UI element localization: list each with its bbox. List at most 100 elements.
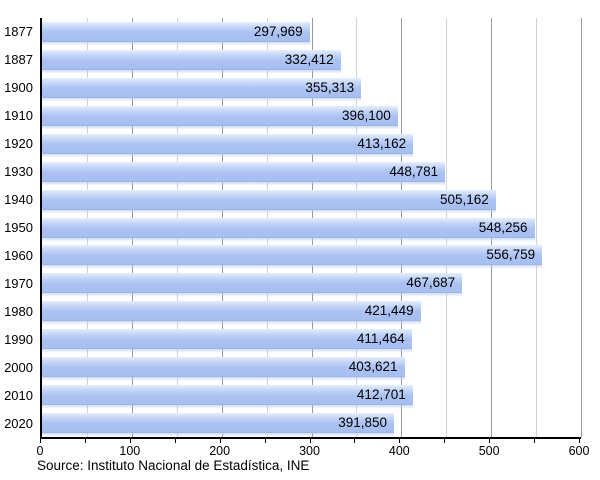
x-tick [444, 439, 446, 443]
bar: 467,687 [42, 273, 463, 294]
bar-value-label: 403,621 [348, 359, 398, 375]
bar-row: 411,464 [42, 325, 581, 354]
gridline [581, 18, 582, 437]
bar-value-label: 413,162 [357, 135, 407, 151]
bar-reflection [42, 237, 535, 242]
bar-reflection [42, 405, 413, 410]
year-label: 1930 [4, 164, 33, 180]
year-label: 1970 [4, 275, 33, 291]
bar: 556,759 [42, 245, 543, 266]
bar-reflection [42, 125, 398, 130]
bar: 391,850 [42, 413, 394, 434]
year-label: 2020 [4, 415, 33, 431]
bar: 413,162 [42, 133, 414, 154]
bar: 505,162 [42, 189, 496, 210]
bar-row: 421,449 [42, 297, 581, 326]
bar-row: 548,256 [42, 214, 581, 242]
year-label: 1887 [4, 52, 33, 68]
x-tick [174, 439, 176, 443]
x-tick [219, 439, 221, 443]
year-label: 1920 [4, 136, 33, 152]
bar-reflection [42, 265, 543, 270]
bar: 297,969 [42, 22, 310, 42]
bar-row: 556,759 [42, 241, 581, 270]
x-axis: 0 100 200 300 400 500 600 [36, 439, 589, 461]
year-label: 1900 [4, 80, 33, 96]
bar-reflection [42, 153, 414, 158]
source-caption: Source: Instituto Nacional de Estadístic… [37, 458, 310, 473]
x-tick-label: 500 [478, 444, 500, 458]
bar-reflection [42, 349, 412, 354]
bar-value-label: 505,162 [439, 191, 489, 207]
bar: 448,781 [42, 161, 446, 182]
bar-value-label: 355,313 [305, 79, 355, 95]
year-label: 1980 [4, 303, 33, 319]
bar: 548,256 [42, 217, 535, 238]
bar-reflection [42, 69, 341, 74]
bar-row: 355,313 [42, 74, 581, 102]
x-tick [129, 439, 131, 443]
x-tick [84, 439, 86, 443]
bar-row: 391,850 [42, 409, 581, 438]
bar-value-label: 332,412 [284, 51, 334, 67]
plot-area: 297,969 332,412 355,313 396,100 413,162 448,7… [40, 18, 582, 439]
bar-reflection [42, 181, 446, 186]
bar: 403,621 [42, 357, 405, 378]
bar-value-label: 448,781 [389, 163, 439, 179]
bar-row: 413,162 [42, 130, 581, 158]
year-label: 2000 [4, 359, 33, 375]
year-label: 1960 [4, 247, 33, 263]
bar: 421,449 [42, 301, 421, 322]
bar-value-label: 411,464 [356, 331, 405, 347]
year-label: 1877 [4, 24, 33, 40]
x-tick [354, 439, 356, 443]
bar-row: 332,412 [42, 46, 581, 74]
bar-row: 403,621 [42, 353, 581, 382]
bar-value-label: 556,759 [486, 247, 536, 263]
x-tick-label: 300 [299, 444, 320, 458]
bar-value-label: 467,687 [406, 275, 456, 291]
x-tick [579, 439, 580, 443]
bar-reflection [42, 42, 310, 46]
bar-row: 448,781 [42, 158, 581, 186]
bar: 412,701 [42, 385, 413, 406]
bar-value-label: 548,256 [478, 219, 528, 235]
bar-row: 505,162 [42, 186, 581, 214]
x-tick-label: 100 [119, 444, 141, 458]
x-tick [489, 439, 491, 443]
bar-row: 467,687 [42, 269, 581, 298]
gridline [536, 18, 538, 437]
x-tick-label: 600 [568, 444, 590, 458]
x-tick [264, 439, 266, 443]
bar: 355,313 [42, 77, 362, 98]
bar-reflection [42, 321, 421, 326]
x-tick-label: 0 [36, 444, 44, 458]
year-label: 1990 [4, 331, 33, 347]
x-tick [40, 439, 41, 443]
x-tick-label: 200 [209, 444, 231, 458]
bar-reflection [42, 97, 362, 102]
bar-value-label: 396,100 [342, 107, 391, 123]
bar-reflection [42, 209, 496, 214]
bar: 396,100 [42, 105, 398, 126]
x-tick [399, 439, 401, 443]
bar-reflection [42, 433, 394, 438]
bar-value-label: 421,449 [364, 303, 414, 319]
bar: 332,412 [42, 49, 341, 70]
bar-row: 412,701 [42, 381, 581, 410]
year-label: 1910 [4, 108, 33, 124]
x-tick-label: 400 [388, 444, 410, 458]
x-tick [534, 439, 536, 443]
bar: 411,464 [42, 329, 412, 350]
bar-row: 396,100 [42, 102, 581, 130]
bar-row: 297,969 [42, 18, 581, 46]
y-axis-year-labels: 1877 1887 1900 1910 1920 1930 1940 1950 1960 1970… [0, 0, 33, 480]
year-label: 1950 [4, 219, 33, 235]
bar-reflection [42, 293, 463, 298]
x-tick [309, 439, 311, 443]
year-label: 2010 [4, 387, 33, 403]
bar-value-label: 391,850 [338, 415, 387, 431]
bar-value-label: 297,969 [253, 24, 303, 39]
year-label: 1940 [4, 192, 33, 208]
